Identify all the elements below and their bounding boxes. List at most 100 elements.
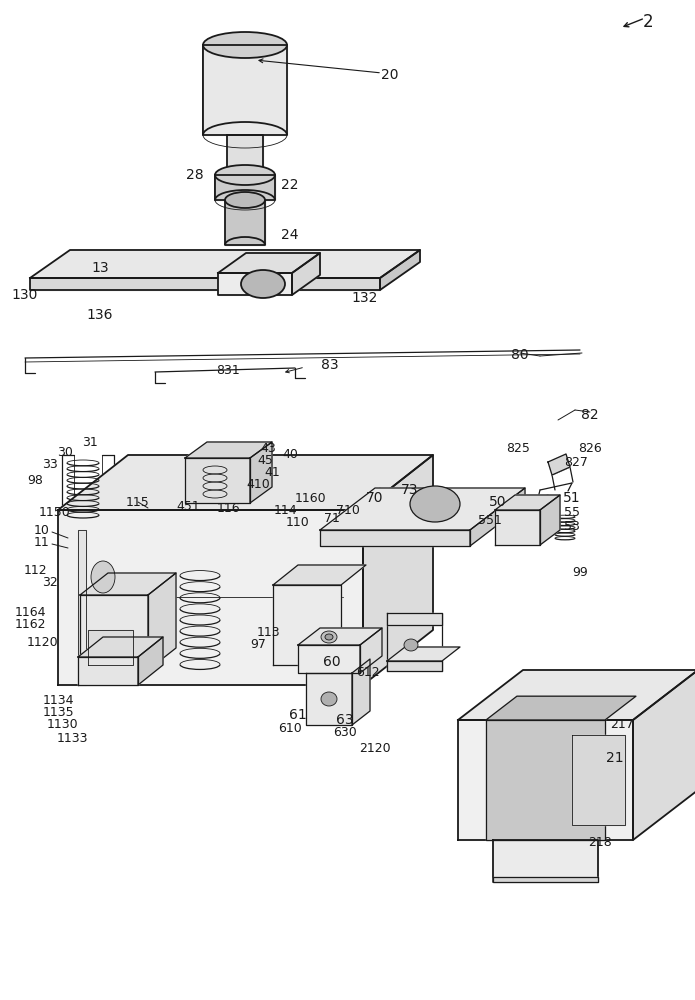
Text: 70: 70 [366,491,384,505]
Text: 113: 113 [256,626,280,639]
Text: 1164: 1164 [15,605,46,618]
Text: 2: 2 [643,13,653,31]
Polygon shape [273,585,341,665]
Text: 827: 827 [564,456,588,468]
Polygon shape [298,645,360,673]
Text: 20: 20 [382,68,399,82]
Text: 97: 97 [250,639,266,652]
Polygon shape [148,573,176,670]
Text: 13: 13 [91,261,109,275]
Polygon shape [486,720,605,840]
Text: 112: 112 [23,564,47,576]
Polygon shape [185,458,250,503]
Text: 10: 10 [34,524,50,536]
Text: 1120: 1120 [26,636,58,648]
Text: 612: 612 [357,666,379,678]
Polygon shape [273,565,366,585]
Polygon shape [30,250,420,278]
Text: 218: 218 [588,836,612,848]
Text: 98: 98 [27,474,43,487]
Polygon shape [58,455,433,510]
Polygon shape [458,720,633,840]
Text: 82: 82 [581,408,599,422]
Text: 831: 831 [216,363,240,376]
Ellipse shape [215,165,275,185]
Text: 41: 41 [264,466,280,480]
Polygon shape [548,454,570,475]
Text: 116: 116 [216,502,240,514]
Ellipse shape [91,561,115,593]
Text: 30: 30 [57,446,73,458]
Text: 21: 21 [606,751,624,765]
Text: 551: 551 [478,514,502,526]
Polygon shape [250,442,272,503]
Text: 11: 11 [34,536,50,548]
Ellipse shape [321,631,337,643]
Ellipse shape [203,32,287,58]
Text: 114: 114 [273,504,297,516]
Polygon shape [360,628,382,673]
Polygon shape [572,735,625,825]
Text: 51: 51 [563,491,581,505]
Polygon shape [298,628,382,645]
Ellipse shape [225,192,265,208]
Polygon shape [88,630,133,665]
Polygon shape [387,647,460,661]
Text: 2120: 2120 [359,742,391,754]
Text: 33: 33 [42,458,58,472]
Text: 1135: 1135 [42,706,74,718]
Text: 63: 63 [336,713,354,727]
Text: 28: 28 [186,168,204,182]
Text: 1162: 1162 [15,617,46,631]
Polygon shape [493,840,598,882]
Text: 83: 83 [321,358,339,372]
Polygon shape [495,495,560,510]
Ellipse shape [410,486,460,522]
Text: 45: 45 [257,454,273,468]
Polygon shape [138,637,163,685]
Polygon shape [203,45,287,135]
Polygon shape [227,135,263,175]
Polygon shape [78,530,86,685]
Text: 410: 410 [246,479,270,491]
Text: 451: 451 [176,499,200,512]
Ellipse shape [241,270,285,298]
Ellipse shape [321,692,337,706]
Text: 43: 43 [260,442,276,454]
Text: 1160: 1160 [294,491,326,504]
Text: 71: 71 [324,512,340,524]
Ellipse shape [325,634,333,640]
Polygon shape [320,530,470,546]
Text: 99: 99 [572,566,588,578]
Text: 115: 115 [126,495,150,508]
Text: 1130: 1130 [46,718,78,730]
Polygon shape [352,659,370,725]
Text: 1134: 1134 [42,694,74,706]
Text: 50: 50 [489,495,507,509]
Text: 73: 73 [401,483,419,497]
Text: 110: 110 [286,516,310,528]
Text: 710: 710 [336,504,360,516]
Polygon shape [363,455,433,685]
Polygon shape [292,253,320,295]
Text: 61: 61 [289,708,307,722]
Polygon shape [495,510,540,545]
Polygon shape [225,200,265,245]
Text: 825: 825 [506,442,530,454]
Text: 132: 132 [352,291,378,305]
Text: 32: 32 [42,576,58,588]
Polygon shape [470,488,525,546]
Polygon shape [30,278,380,290]
Text: 826: 826 [578,442,602,454]
Text: 136: 136 [87,308,113,322]
Text: 40: 40 [282,448,298,462]
Text: 24: 24 [281,228,299,242]
Text: 1133: 1133 [56,732,88,744]
Polygon shape [387,661,442,671]
Polygon shape [486,696,636,720]
Text: 130: 130 [12,288,38,302]
Polygon shape [185,442,272,458]
Polygon shape [78,637,163,657]
Polygon shape [493,877,598,882]
Polygon shape [80,595,148,670]
